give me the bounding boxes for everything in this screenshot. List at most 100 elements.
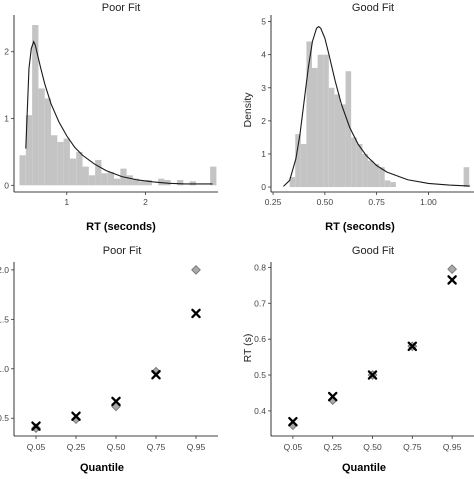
histogram-bar: [312, 67, 318, 188]
cross-point: [111, 396, 121, 407]
histogram-bar: [69, 158, 77, 186]
quantile-points: [31, 265, 201, 433]
x-tick-label: Q.05: [27, 442, 46, 452]
x-tick-label: Q.95: [443, 442, 462, 452]
cross-point: [71, 411, 81, 421]
y-tick-label: 1.5: [0, 314, 9, 324]
histogram-bar: [463, 167, 470, 188]
x-tick-label: Q.75: [403, 442, 422, 452]
panel-poor-fit-quantiles: Poor Fit Quantile 0.5 1.0 1.5 2.0 Q.05 Q.25 Q.…: [0, 245, 218, 474]
histogram-bins: [19, 25, 217, 186]
x-tick-label: Q.25: [323, 442, 342, 452]
cross-point: [151, 369, 161, 380]
axes: 0.4 0.5 0.6 0.7 0.8 Q.05 Q.25 Q.50 Q.75 Q.95: [254, 262, 474, 452]
diamond-point: [191, 265, 201, 275]
y-tick-label: 0: [4, 180, 9, 190]
histogram-bar: [57, 141, 64, 186]
histogram-bar: [379, 167, 385, 188]
histogram-bar: [82, 166, 89, 186]
x-axis-title: Quantile: [80, 462, 124, 474]
histogram-bar: [51, 135, 58, 186]
y-tick-label: 0.8: [254, 262, 266, 272]
histogram-bar: [25, 115, 33, 186]
cross-point: [31, 421, 41, 431]
histogram-bar: [126, 175, 133, 186]
histogram-bar: [132, 178, 140, 186]
histogram-bar: [38, 88, 45, 186]
panel-good-fit-histogram: Good Fit RT (seconds) Density 0 1 2 3 4 5 0.25…: [242, 2, 474, 233]
x-axis-title: RT (seconds): [325, 221, 395, 233]
histogram-bar: [139, 181, 146, 186]
cross-point: [367, 370, 378, 380]
y-tick-label: 0.5: [0, 413, 9, 423]
quantile-points: [288, 264, 457, 431]
panel-title: Good Fit: [352, 2, 394, 14]
histogram-bar: [351, 137, 357, 188]
histogram-bar: [345, 71, 352, 188]
x-tick-label: Q.25: [67, 442, 86, 452]
y-tick-label: 0.4: [254, 406, 266, 416]
panel-title: Poor Fit: [103, 245, 142, 257]
density-curve: [283, 25, 470, 187]
axes: 0.5 1.0 1.5 2.0 Q.05 Q.25 Q.50 Q.75 Q.95: [0, 262, 218, 452]
y-tick-label: 0.5: [254, 370, 266, 380]
x-tick-label: Q.75: [147, 442, 166, 452]
cross-point: [447, 275, 457, 285]
density-curve-group: [25, 40, 213, 185]
y-tick-label: 2: [4, 47, 9, 57]
cross-point: [327, 391, 338, 402]
histogram-bar: [101, 173, 108, 186]
y-tick-label: 2.0: [0, 265, 9, 275]
panel-title: Good Fit: [352, 245, 394, 257]
x-tick-label: 2: [143, 197, 148, 207]
y-tick-label: 4: [261, 50, 266, 60]
histogram-bar: [210, 166, 217, 186]
x-axis-title: Quantile: [342, 462, 386, 474]
axes: 0 1 2 3 4 5 0.25 0.50 0.75 1.00: [261, 15, 474, 207]
histogram-bar: [189, 181, 196, 186]
histogram-bar: [88, 175, 96, 186]
histogram-bar: [295, 134, 301, 188]
histogram-bar: [145, 179, 152, 186]
x-tick-label: Q.50: [107, 442, 126, 452]
density-curve: [25, 40, 213, 185]
histogram-bar: [76, 151, 83, 186]
y-tick-label: 1: [4, 114, 9, 124]
x-tick-label: 0.75: [368, 197, 385, 207]
y-tick-label: 1.0: [0, 364, 9, 374]
histogram-bar: [63, 138, 70, 186]
y-tick-label: 2: [261, 116, 266, 126]
density-curve-group: [283, 25, 470, 187]
histogram-bar: [339, 104, 346, 188]
histogram-bar: [317, 54, 324, 188]
histogram-bar: [19, 155, 26, 186]
histogram-bar: [300, 144, 307, 188]
histogram-bar: [334, 94, 340, 188]
histogram-bar: [384, 180, 391, 188]
x-tick-label: 0.25: [265, 197, 282, 207]
histogram-bar: [289, 177, 296, 188]
axes: 0 1 2 1 2: [4, 15, 218, 207]
histogram-bar: [367, 160, 374, 188]
histogram-bar: [158, 178, 165, 186]
y-tick-label: 0.7: [254, 298, 266, 308]
x-tick-label: Q.05: [284, 442, 303, 452]
histogram-bins: [289, 41, 470, 188]
cross-point: [288, 416, 298, 427]
cross-point: [407, 341, 418, 352]
histogram-bar: [177, 179, 184, 186]
y-tick-label: 3: [261, 83, 266, 93]
histogram-bar: [362, 153, 368, 188]
x-axis-title: RT (seconds): [86, 221, 156, 233]
histogram-bar: [356, 144, 363, 188]
y-tick-label: 0: [261, 182, 266, 192]
diamond-point: [447, 264, 457, 275]
cross-point: [191, 308, 201, 319]
y-axis-title: Density: [242, 92, 254, 128]
histogram-bar: [107, 171, 115, 186]
x-tick-label: Q.95: [187, 442, 206, 452]
diamond-point: [31, 423, 41, 433]
y-axis-title: RT (s): [242, 334, 254, 363]
histogram-bar: [44, 98, 52, 186]
